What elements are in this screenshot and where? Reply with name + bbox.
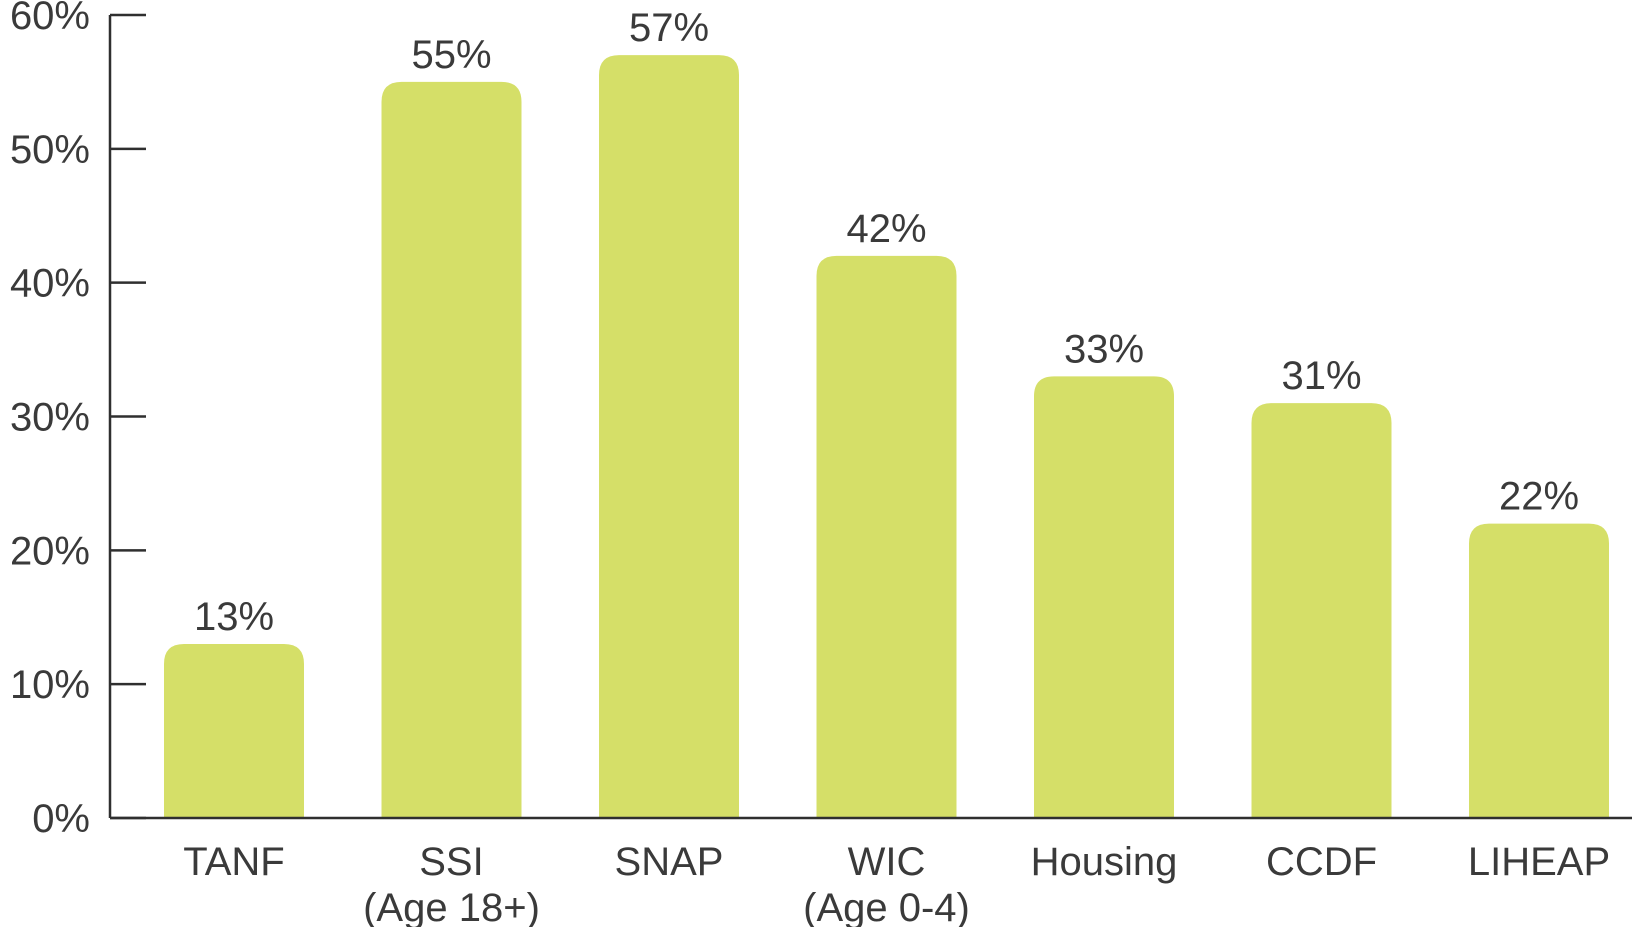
category-label-line: WIC	[848, 840, 926, 884]
bar	[1469, 523, 1609, 818]
category-label-line: SNAP	[615, 840, 724, 884]
y-tick-label: 50%	[10, 128, 90, 172]
bar	[1034, 376, 1174, 818]
data-label: 42%	[846, 207, 926, 251]
category-label-line: SSI	[419, 840, 483, 884]
bars-layer	[164, 55, 1609, 818]
data-label: 22%	[1499, 475, 1579, 519]
data-label: 55%	[411, 33, 491, 77]
category-label: LIHEAP	[1468, 840, 1610, 884]
bar	[816, 255, 957, 818]
data-label: 13%	[194, 595, 274, 639]
data-label: 57%	[629, 6, 709, 50]
data-label: 33%	[1064, 327, 1144, 371]
category-label-line: LIHEAP	[1468, 840, 1610, 884]
category-label-line: Housing	[1031, 840, 1178, 884]
data-label: 31%	[1281, 354, 1361, 398]
category-label: SNAP	[615, 840, 724, 884]
y-tick-label: 60%	[10, 0, 90, 38]
y-ticks: 0% 10% 20% 30% 40% 50% 60%	[10, 0, 146, 841]
y-tick-label: 40%	[10, 262, 90, 306]
category-label: WIC (Age 0-4)	[803, 840, 970, 927]
y-tick-label: 10%	[10, 663, 90, 707]
category-label: CCDF	[1266, 840, 1377, 884]
y-tick-label: 30%	[10, 396, 90, 440]
category-label: TANF	[183, 840, 284, 884]
data-labels: 13% 55% 57% 42% 33% 31% 22%	[194, 6, 1579, 639]
category-label: Housing	[1031, 840, 1178, 884]
category-label-line: (Age 18+)	[363, 886, 540, 927]
bar	[599, 55, 739, 818]
bar	[1251, 403, 1392, 818]
category-label: SSI (Age 18+)	[363, 840, 540, 927]
category-label-line: CCDF	[1266, 840, 1377, 884]
category-labels: TANF SSI (Age 18+) SNAP WIC (Age 0-4) Housing C…	[183, 840, 1610, 927]
category-label-line: TANF	[183, 840, 284, 884]
y-tick-label: 20%	[10, 529, 90, 573]
category-label-line: (Age 0-4)	[803, 886, 970, 927]
bar	[381, 81, 522, 818]
y-tick-label: 0%	[32, 797, 90, 841]
bar	[164, 644, 304, 818]
